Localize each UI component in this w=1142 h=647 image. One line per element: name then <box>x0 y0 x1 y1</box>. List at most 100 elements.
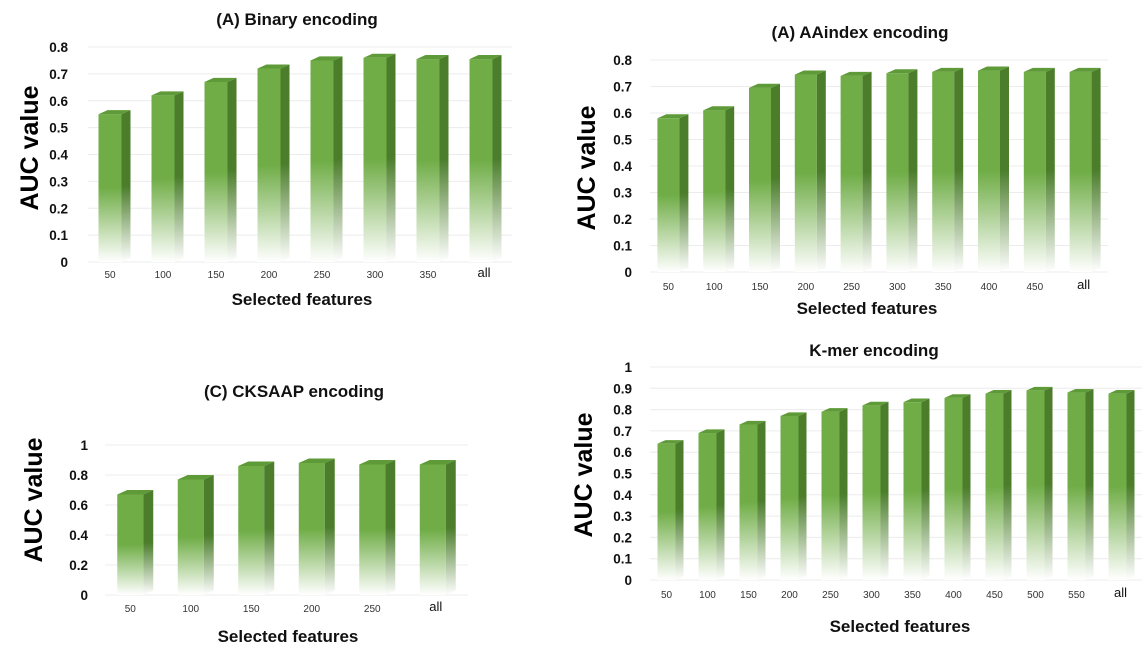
bar <box>1067 388 1094 580</box>
chart-title: (C) CKSAAP encoding <box>204 382 384 401</box>
bar-side <box>908 69 918 272</box>
bar-top <box>151 91 184 96</box>
y-tick-label: 0.4 <box>49 148 68 163</box>
y-tick-label: 1 <box>80 438 88 453</box>
bar-side <box>264 461 275 595</box>
bar-side <box>675 440 684 580</box>
x-tick-label: 50 <box>661 590 673 601</box>
x-tick-label: 400 <box>945 590 962 601</box>
bar <box>310 56 343 263</box>
bar-front <box>703 110 726 272</box>
bar <box>862 401 889 580</box>
y-tick-label: 0.4 <box>613 159 632 174</box>
bar-front <box>257 68 281 262</box>
x-tick-label: 300 <box>889 282 906 293</box>
bar-top <box>1067 388 1094 393</box>
bar <box>840 71 872 273</box>
bar-side <box>880 401 889 580</box>
bar-front <box>1108 393 1127 580</box>
bar-side <box>954 67 964 272</box>
y-tick-label: 0.7 <box>613 424 632 439</box>
bar-side <box>839 408 848 580</box>
bar-front <box>1067 392 1086 580</box>
bar-side <box>816 70 826 273</box>
x-tick-label: 450 <box>1026 282 1043 293</box>
x-axis-label: Selected features <box>830 617 971 636</box>
y-axis-label: AUC value <box>16 85 44 210</box>
bar-side <box>203 475 214 595</box>
chart-aaindex-encoding: (A) AAindex encoding AUC value Selected … <box>573 23 1108 318</box>
y-tick-label: 0.4 <box>69 528 88 543</box>
bar <box>1108 390 1135 580</box>
bar-side <box>679 114 689 272</box>
y-tick-label: 0.2 <box>49 201 68 216</box>
bar <box>419 460 456 595</box>
bar <box>151 91 184 262</box>
bar-top <box>703 106 735 111</box>
x-tick-label: 50 <box>125 604 137 615</box>
bars <box>98 53 502 263</box>
bar-front <box>416 59 440 262</box>
x-tick-label: 250 <box>843 282 860 293</box>
x-tick-label: 200 <box>261 270 278 281</box>
y-tick-label: 0.6 <box>69 498 88 513</box>
bar-front <box>1026 390 1045 580</box>
y-tick-label: 1 <box>624 360 632 375</box>
bar <box>944 394 971 580</box>
bar-front <box>932 71 955 272</box>
bar <box>978 66 1009 272</box>
bar-top <box>780 412 807 416</box>
y-tick-label: 0.8 <box>613 403 632 418</box>
bar-side <box>227 77 237 262</box>
y-tick-label: 0.7 <box>613 80 632 95</box>
bar <box>703 106 735 272</box>
x-tick-label: 50 <box>663 282 675 293</box>
bar-front <box>363 57 387 262</box>
bar-side <box>1000 66 1009 272</box>
x-tick-label: 350 <box>904 590 921 601</box>
gridlines <box>650 366 1142 581</box>
plot-area: 0 0.1 0.2 0.3 0.4 0.5 0.6 0.7 0.8 50 100 150 200 250 3… <box>49 40 512 281</box>
x-tick-label: 500 <box>1027 590 1044 601</box>
x-axis-ticks: 50 100 150 200 250 all <box>125 599 443 615</box>
x-tick-label: all <box>477 265 490 280</box>
y-tick-label: 0.3 <box>613 186 632 201</box>
bar-top <box>238 461 275 466</box>
chart-title: (A) AAindex encoding <box>772 23 949 42</box>
bar <box>985 390 1012 580</box>
bar-front <box>903 402 922 580</box>
bar-front <box>978 70 1000 272</box>
x-tick-label: 100 <box>699 590 716 601</box>
x-axis-label: Selected features <box>218 627 359 646</box>
bar-front <box>886 73 909 272</box>
x-tick-label: 100 <box>155 270 172 281</box>
y-tick-label: 0.3 <box>49 174 68 189</box>
bars <box>657 386 1135 580</box>
bar-front <box>298 463 325 595</box>
bar-side <box>280 64 290 262</box>
bar <box>359 460 396 595</box>
x-tick-label: 150 <box>208 270 225 281</box>
y-tick-label: 0.4 <box>613 488 632 503</box>
x-tick-label: 200 <box>303 604 320 615</box>
bar-top <box>840 71 872 76</box>
x-tick-label: 250 <box>314 270 331 281</box>
bar-front <box>238 466 265 595</box>
bar-side <box>1003 390 1012 580</box>
bar-top <box>416 55 449 60</box>
y-tick-label: 0.5 <box>613 133 632 148</box>
y-tick-label: 0.6 <box>613 106 632 121</box>
x-tick-label: 100 <box>182 604 199 615</box>
bar <box>177 475 214 595</box>
bar-top <box>1023 67 1055 72</box>
y-axis-ticks: 0 0.1 0.2 0.3 0.4 0.5 0.6 0.7 0.8 0.9 1 <box>613 360 632 588</box>
bar-top <box>1108 390 1135 394</box>
bar-top <box>978 66 1009 71</box>
bar-top <box>794 70 826 75</box>
bar-front <box>780 415 799 580</box>
x-axis-label: Selected features <box>232 290 373 309</box>
bar-front <box>749 87 771 272</box>
bar <box>1026 386 1053 580</box>
bar-front <box>862 405 881 580</box>
